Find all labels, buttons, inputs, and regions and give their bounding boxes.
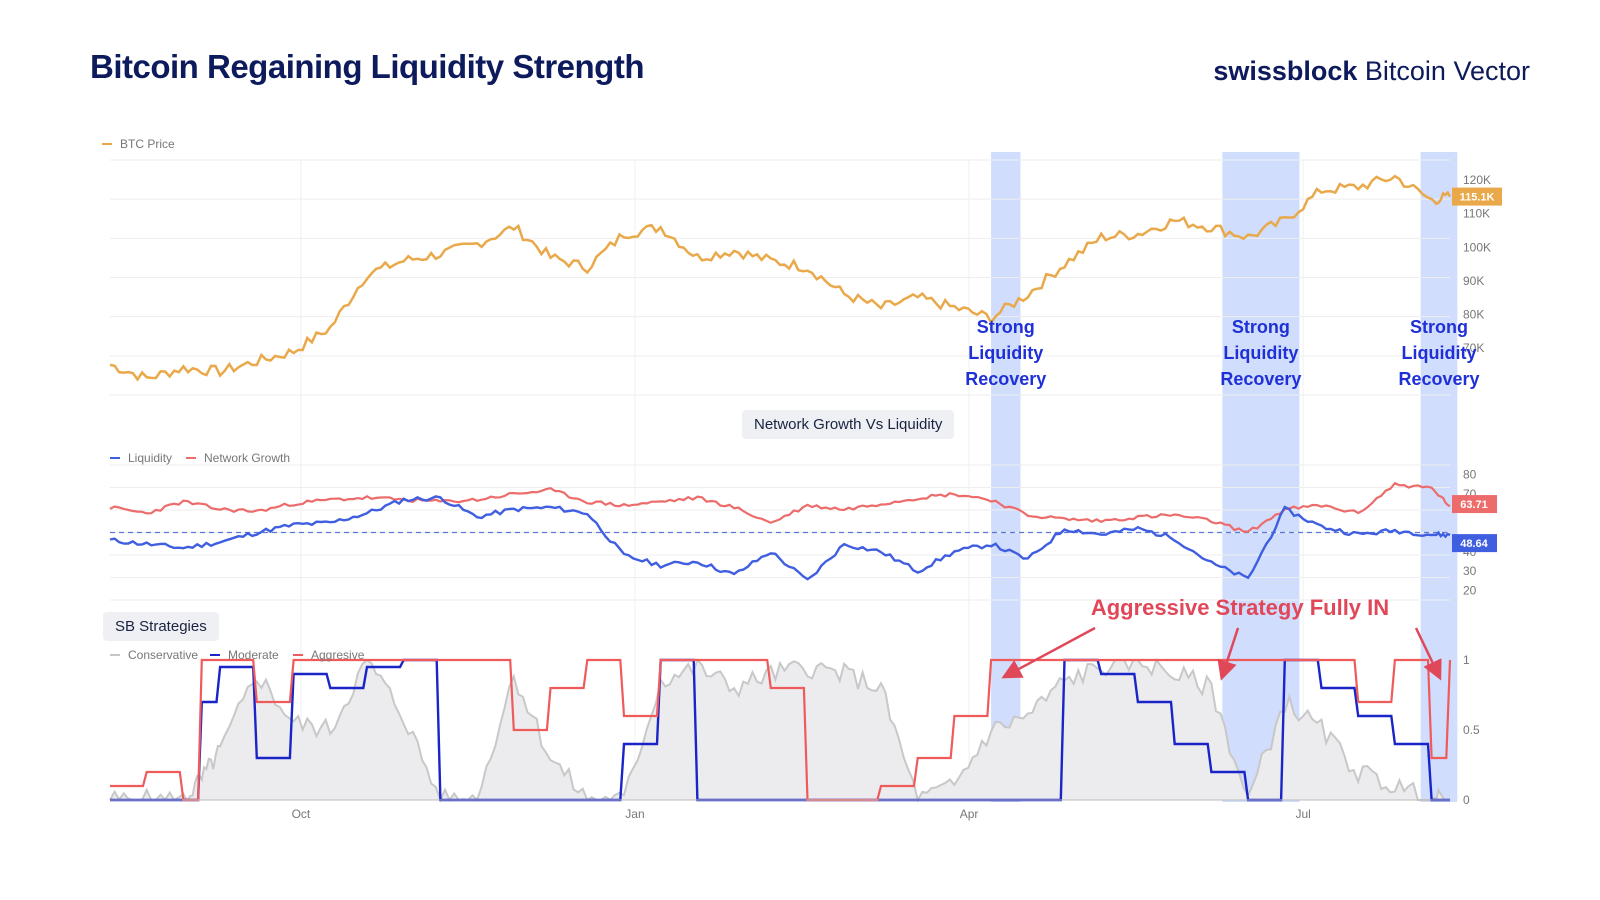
x-tick-label: Jan — [625, 807, 644, 821]
brand-logo: swissblock Bitcoin Vector — [1213, 56, 1530, 87]
btc-y-tick: 70K — [1463, 341, 1484, 355]
annotation-arrow — [1001, 626, 1096, 679]
conservative-legend-label: Conservative — [128, 648, 198, 662]
x-tick-label: Oct — [292, 807, 311, 821]
conservative-line — [109, 657, 1450, 803]
moderate-legend-label: Moderate — [228, 648, 279, 662]
btc-last-value-label: 115.1K — [1460, 192, 1495, 204]
network-legend-label: Network Growth — [204, 451, 290, 465]
aggressive-annotation-text: Aggressive Strategy Fully IN — [1091, 595, 1389, 620]
strategies-y-tick: 1 — [1463, 653, 1470, 667]
aggressive-legend-label: Aggresive — [311, 648, 365, 662]
recovery-annotation-text: Recovery — [1220, 369, 1301, 389]
btc-legend-label: BTC Price — [120, 137, 175, 151]
btc-y-tick: 120K — [1463, 173, 1491, 187]
x-tick-label: Apr — [960, 807, 979, 821]
page-title: Bitcoin Regaining Liquidity Strength — [90, 48, 644, 85]
btc-y-tick: 80K — [1463, 307, 1484, 321]
network-last-value-badge — [1452, 495, 1497, 514]
highlight-region-2 — [1222, 152, 1300, 802]
annotation-arrow — [1414, 627, 1442, 681]
recovery-annotation-text: Strong — [1410, 317, 1468, 337]
network-y-tick: 20 — [1463, 583, 1477, 597]
conservative-area — [110, 660, 1450, 800]
btc-last-value-badge — [1452, 187, 1502, 206]
btc-y-tick: 90K — [1463, 274, 1484, 288]
btc-price-line — [109, 174, 1452, 382]
brand-name: swissblock — [1213, 56, 1358, 86]
network-chart-title: Network Growth Vs Liquidity — [742, 410, 955, 439]
network-y-tick: 30 — [1463, 564, 1477, 578]
aggressive-line — [110, 658, 1452, 802]
highlight-region-1 — [991, 152, 1021, 802]
annotation-arrow — [1217, 627, 1240, 681]
x-tick-label: Jul — [1295, 807, 1310, 821]
strategies-chart-title: SB Strategies — [103, 612, 219, 641]
recovery-annotation-text: Liquidity — [968, 343, 1043, 363]
network-growth-line — [109, 481, 1451, 533]
recovery-annotation-text: Recovery — [1398, 369, 1479, 389]
btc-y-tick: 100K — [1463, 240, 1491, 254]
highlight-region-3 — [1420, 152, 1458, 802]
liquidity-last-value-label: 48.64 — [1460, 538, 1488, 550]
recovery-annotation-text: Strong — [977, 317, 1035, 337]
liquidity-line — [109, 495, 1451, 581]
liquidity-last-value-badge — [1452, 534, 1497, 553]
btc-y-tick: 110K — [1463, 207, 1490, 221]
recovery-annotation-text: Liquidity — [1401, 343, 1476, 363]
recovery-annotation-text: Liquidity — [1223, 343, 1298, 363]
brand-product: Bitcoin Vector — [1364, 56, 1530, 86]
liquidity-legend-label: Liquidity — [128, 451, 172, 465]
recovery-annotation-text: Recovery — [965, 369, 1046, 389]
strategies-y-tick: 0 — [1463, 793, 1470, 807]
strategies-y-tick: 0.5 — [1463, 723, 1480, 737]
recovery-annotation-text: Strong — [1232, 317, 1290, 337]
network-y-tick: 80 — [1463, 468, 1477, 482]
network-last-value-label: 63.71 — [1460, 499, 1488, 511]
